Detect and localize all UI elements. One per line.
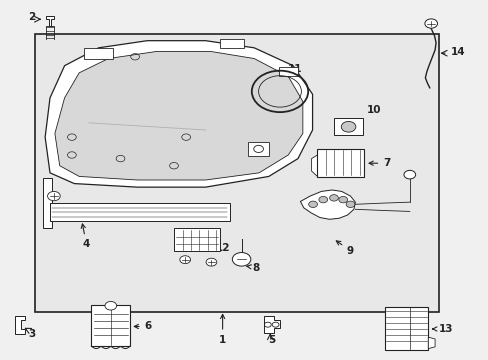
Polygon shape — [264, 316, 279, 333]
Text: 10: 10 — [366, 105, 381, 115]
Bar — [317, 149, 363, 177]
Polygon shape — [15, 316, 25, 334]
Text: 13: 13 — [432, 324, 452, 334]
Bar — [278, 67, 297, 76]
Polygon shape — [311, 155, 317, 176]
Text: 1: 1 — [219, 314, 226, 345]
Circle shape — [232, 252, 250, 266]
Circle shape — [346, 201, 354, 207]
Text: 2: 2 — [28, 13, 36, 22]
Circle shape — [47, 192, 60, 201]
Bar — [384, 307, 427, 350]
Bar — [84, 48, 113, 59]
Text: 11: 11 — [283, 64, 302, 75]
Text: 7: 7 — [368, 158, 390, 168]
Polygon shape — [45, 41, 312, 187]
Bar — [334, 118, 362, 135]
Polygon shape — [42, 178, 52, 228]
Circle shape — [105, 301, 116, 310]
Polygon shape — [427, 337, 434, 348]
Circle shape — [180, 256, 190, 264]
Circle shape — [403, 170, 415, 179]
Bar — [248, 142, 268, 156]
Text: 14: 14 — [450, 47, 465, 57]
Circle shape — [205, 258, 216, 266]
Polygon shape — [55, 51, 302, 180]
Text: 6: 6 — [134, 321, 152, 332]
Polygon shape — [300, 190, 355, 219]
Circle shape — [341, 121, 355, 132]
Circle shape — [338, 197, 347, 203]
Text: 12: 12 — [206, 242, 230, 253]
Bar — [174, 228, 220, 251]
Text: 4: 4 — [81, 224, 90, 249]
Bar — [50, 203, 229, 221]
Text: 9: 9 — [336, 241, 353, 256]
Polygon shape — [46, 16, 54, 26]
Text: 3: 3 — [28, 329, 35, 339]
Bar — [91, 305, 130, 346]
Text: 8: 8 — [246, 262, 259, 273]
Text: 5: 5 — [267, 335, 275, 345]
Circle shape — [318, 197, 327, 203]
Bar — [35, 33, 438, 312]
Circle shape — [424, 19, 437, 28]
Circle shape — [329, 195, 338, 201]
Bar — [220, 39, 244, 48]
Circle shape — [308, 201, 317, 207]
